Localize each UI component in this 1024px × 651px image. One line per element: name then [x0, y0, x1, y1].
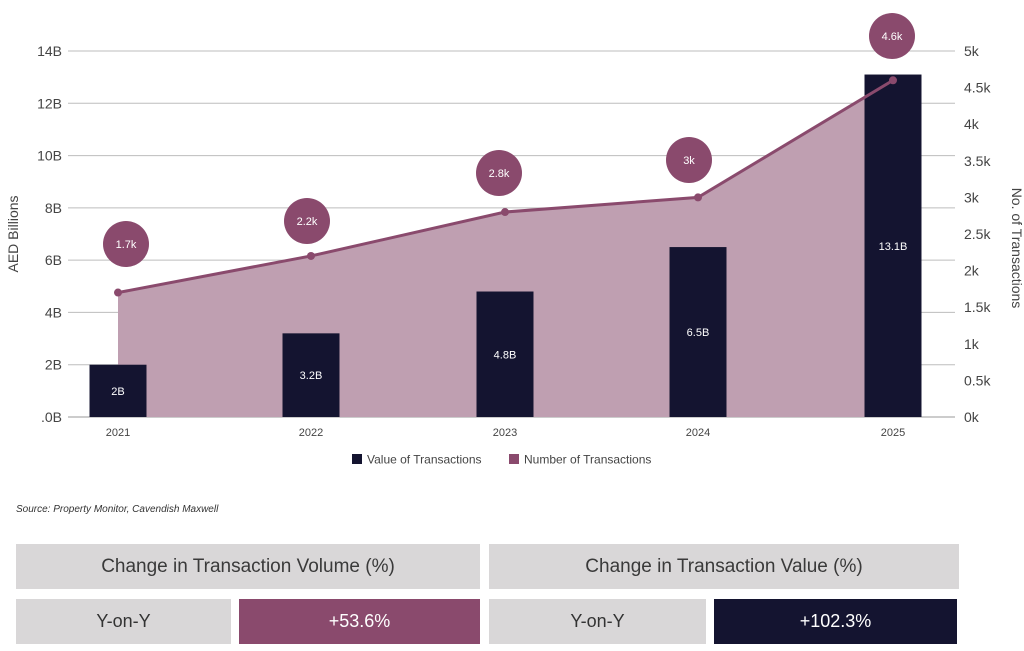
right-tick-label: 1.5k [964, 299, 991, 315]
value-bar [89, 364, 147, 417]
value-bar-label: 6.5B [687, 327, 710, 339]
legend: Value of Transactions Number of Transact… [352, 453, 651, 467]
right-tick-label: 3.5k [964, 153, 991, 169]
right-axis-label: No. of Transactions [1009, 188, 1024, 309]
value-bar [864, 74, 922, 418]
legend-label-value: Value of Transactions [367, 453, 482, 467]
legend-swatch-number [509, 454, 519, 464]
left-tick-label: 4B [45, 304, 62, 320]
right-tick-label: 0k [964, 409, 980, 425]
x-tick-label: 2024 [686, 427, 710, 439]
value-bar [476, 291, 534, 417]
transactions-points [114, 76, 897, 297]
right-axis-ticks: 0k 0.5k 1k 1.5k 2k 2.5k 3k 3.5k 4k 4.5k 5k [964, 43, 991, 425]
transactions-point [114, 288, 122, 297]
legend-swatch-value [352, 454, 362, 464]
right-tick-label: 0.5k [964, 372, 991, 388]
right-tick-label: 2.5k [964, 226, 991, 242]
transactions-bubbles: 1.7k 2.2k 2.8k 3k 4.6k [103, 13, 915, 267]
left-tick-label: 8B [45, 200, 62, 216]
volume-yoy-label: Y-on-Y [16, 599, 231, 644]
volume-panel-title: Change in Transaction Volume (%) [16, 544, 480, 589]
x-tick-label: 2021 [106, 427, 130, 439]
left-tick-label: .0B [41, 409, 62, 425]
x-tick-label: 2023 [493, 427, 517, 439]
x-tick-label: 2025 [881, 427, 905, 439]
value-bar-label: 13.1B [879, 241, 908, 253]
left-tick-label: 2B [45, 357, 62, 373]
transactions-bubble-label: 2.8k [489, 168, 510, 180]
legend-label-number: Number of Transactions [524, 453, 651, 467]
x-axis-ticks: 2021 2022 2023 2024 2025 [106, 427, 905, 439]
transactions-bubble-label: 1.7k [116, 239, 137, 251]
transactions-bubble [284, 198, 330, 244]
transactions-point [694, 193, 702, 202]
value-bar [669, 247, 727, 417]
right-tick-label: 2k [964, 263, 980, 279]
value-panel-title: Change in Transaction Value (%) [489, 544, 959, 589]
transactions-bubble [666, 137, 712, 183]
transactions-bubble [869, 13, 915, 59]
right-tick-label: 4.5k [964, 80, 991, 96]
transactions-bubble-label: 2.2k [297, 216, 318, 228]
transactions-bubble [103, 221, 149, 267]
value-bar-label: 2B [111, 386, 124, 398]
left-axis-ticks: .0B 2B 4B 6B 8B 10B 12B 14B [37, 43, 62, 425]
right-tick-label: 4k [964, 116, 980, 132]
value-bar [282, 333, 340, 417]
volume-yoy-value: +53.6% [239, 599, 480, 644]
value-yoy-label: Y-on-Y [489, 599, 706, 644]
right-tick-label: 1k [964, 336, 980, 352]
value-yoy-value: +102.3% [714, 599, 957, 644]
x-tick-label: 2022 [299, 427, 323, 439]
right-tick-label: 3k [964, 189, 980, 205]
transactions-bubble [476, 150, 522, 196]
left-axis-label: AED Billions [5, 195, 21, 272]
combo-chart: 2B 3.2B 4.8B 6.5B 13.1B 1.7k 2.2k 2.8k 3k 4.6k .… [5, 13, 1024, 467]
transactions-point [889, 76, 897, 85]
right-tick-label: 5k [964, 43, 980, 59]
source-note: Source: Property Monitor, Cavendish Maxw… [16, 504, 219, 515]
left-tick-label: 10B [37, 148, 62, 164]
transactions-point [501, 208, 509, 217]
left-tick-label: 12B [37, 95, 62, 111]
transactions-bubble-label: 4.6k [882, 31, 903, 43]
value-bars: 2B 3.2B 4.8B 6.5B 13.1B [89, 74, 922, 418]
transactions-point [307, 251, 315, 260]
value-bar-label: 3.2B [300, 370, 323, 382]
left-tick-label: 6B [45, 252, 62, 268]
left-tick-label: 14B [37, 43, 62, 59]
transactions-bubble-label: 3k [683, 155, 695, 167]
value-bar-label: 4.8B [494, 349, 517, 361]
